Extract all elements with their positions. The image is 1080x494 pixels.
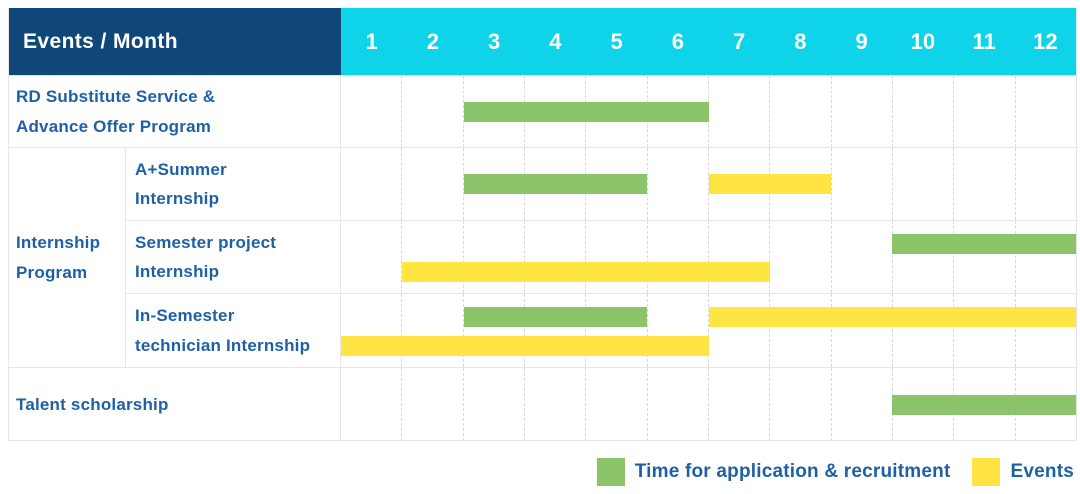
month-cell — [891, 148, 953, 220]
month-cell — [585, 368, 646, 441]
month-cell — [891, 294, 953, 367]
row-label-a-plus-summer: A+Summer Internship — [126, 147, 341, 220]
month-cell — [1014, 148, 1076, 220]
month-cell — [769, 294, 830, 367]
gantt-bar-event — [402, 262, 770, 282]
month-cell — [769, 76, 830, 147]
gantt-bar-application — [892, 234, 1076, 254]
month-cell — [953, 148, 1014, 220]
month-cell — [830, 368, 892, 441]
month-cell — [401, 221, 462, 293]
events-month-table: Events / Month 1 2 3 4 5 6 7 8 9 10 11 12 RD Substi… — [8, 8, 1077, 441]
month-header-row: 1 2 3 4 5 6 7 8 9 10 11 12 — [341, 8, 1076, 75]
gantt-bar-event — [708, 174, 831, 194]
month-cell — [830, 148, 892, 220]
month-cell — [462, 294, 524, 367]
month-cell — [953, 294, 1014, 367]
month-label: 12 — [1033, 28, 1058, 54]
month-cell — [769, 368, 830, 441]
gantt-bar-application — [463, 101, 709, 122]
month-cell — [523, 368, 585, 441]
month-cell — [830, 221, 892, 293]
month-cell — [707, 294, 769, 367]
gantt-bar-application — [892, 394, 1076, 415]
month-label: 4 — [549, 28, 562, 54]
month-label: 3 — [488, 28, 501, 54]
month-cell — [953, 221, 1014, 293]
month-label: 6 — [671, 28, 684, 54]
legend-item-events: Events — [972, 458, 1074, 486]
month-cell — [953, 76, 1014, 147]
month-cell — [401, 368, 462, 441]
month-cell — [646, 148, 708, 220]
events-month-title: Events / Month — [23, 29, 178, 53]
month-cell — [707, 368, 769, 441]
events-swatch-icon — [972, 458, 1001, 486]
month-cell — [585, 294, 646, 367]
month-cell — [1014, 294, 1076, 367]
row-timeline-semester-project — [341, 220, 1076, 293]
month-cell — [830, 76, 892, 147]
month-cell — [891, 221, 953, 293]
gantt-bar-application — [463, 307, 648, 327]
row-timeline-talent-scholarship — [341, 367, 1076, 441]
month-label: 9 — [855, 28, 868, 54]
month-cell — [462, 221, 524, 293]
month-cell — [646, 368, 708, 441]
month-label: 10 — [910, 28, 936, 54]
month-cell — [462, 76, 524, 147]
row-label-rd-substitute: RD Substitute Service & Advance Offer Pr… — [9, 75, 341, 147]
month-cell — [646, 221, 708, 293]
legend: Time for application & recruitment Event… — [596, 458, 1074, 486]
month-cell — [707, 76, 769, 147]
row-timeline-a-plus-summer — [341, 147, 1076, 220]
month-cell — [401, 76, 462, 147]
month-cell — [341, 148, 401, 220]
legend-label-events: Events — [1010, 461, 1074, 482]
month-cell — [341, 368, 401, 441]
month-label: 5 — [610, 28, 623, 54]
gantt-bar-event — [708, 307, 1076, 327]
month-label: 7 — [733, 28, 746, 54]
month-label: 11 — [972, 28, 996, 54]
month-cell — [707, 221, 769, 293]
month-cell — [462, 148, 524, 220]
month-label: 2 — [426, 28, 439, 54]
month-cell — [1014, 76, 1076, 147]
legend-item-application: Time for application & recruitment — [596, 458, 951, 486]
month-cell — [585, 221, 646, 293]
row-label-in-semester-technician: In-Semester technician Internship — [126, 293, 341, 367]
row-timeline-in-semester-technician — [341, 293, 1076, 367]
month-cell — [830, 294, 892, 367]
group-label-internship-program: Internship Program — [9, 147, 126, 367]
month-cell — [401, 294, 462, 367]
application-swatch-icon — [596, 458, 625, 486]
month-cell — [341, 221, 401, 293]
month-label: 8 — [794, 28, 807, 54]
month-cell — [769, 221, 830, 293]
row-label-talent-scholarship: Talent scholarship — [9, 367, 341, 441]
month-cell — [341, 76, 401, 147]
month-label: 1 — [365, 28, 378, 54]
row-timeline-rd-substitute — [341, 75, 1076, 147]
month-cell — [1014, 221, 1076, 293]
month-cell — [462, 368, 524, 441]
month-cell — [523, 221, 585, 293]
month-cell — [523, 294, 585, 367]
legend-label-application: Time for application & recruitment — [634, 461, 951, 482]
gantt-bar-event — [341, 336, 709, 356]
table-corner-header: Events / Month — [9, 8, 341, 75]
month-cell — [401, 148, 462, 220]
month-cell — [891, 76, 953, 147]
month-cell — [341, 294, 401, 367]
gantt-bar-application — [463, 174, 648, 194]
row-label-semester-project: Semester project Internship — [126, 220, 341, 293]
month-cell — [646, 294, 708, 367]
month-cell — [707, 148, 769, 220]
